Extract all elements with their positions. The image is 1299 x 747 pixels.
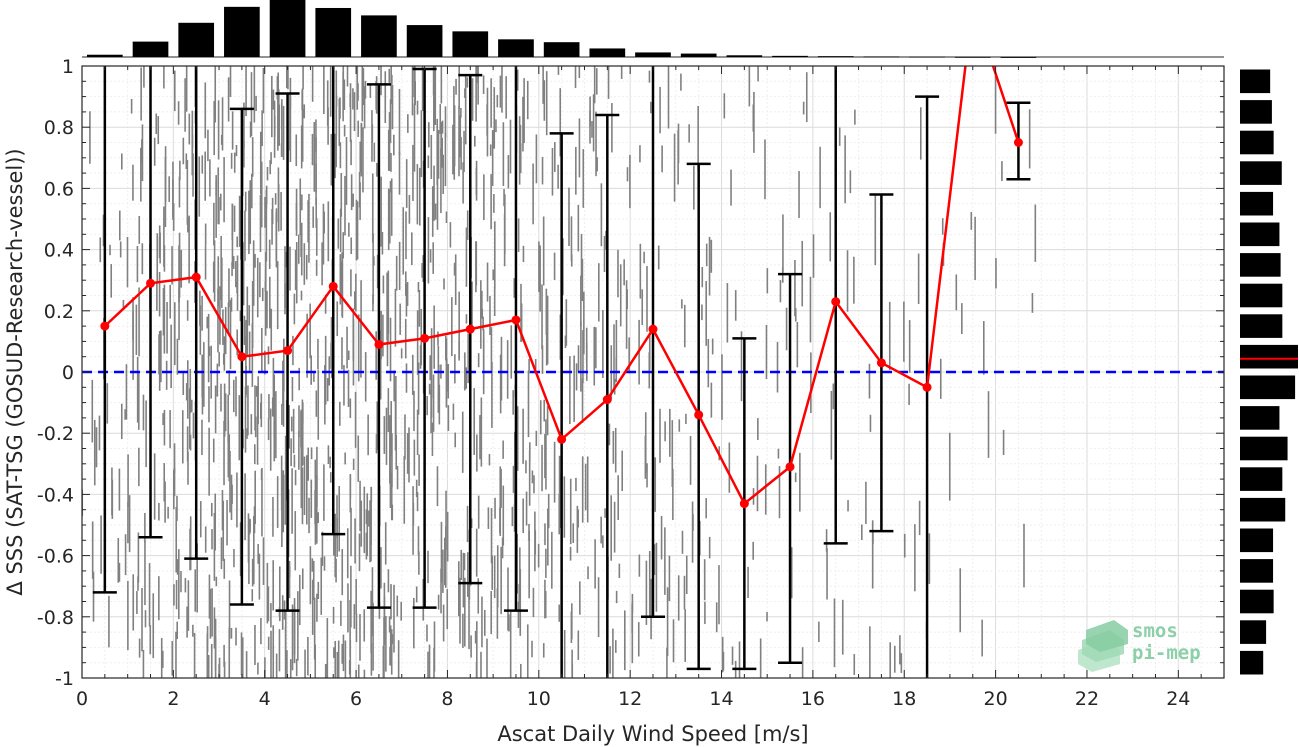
mean-point [328,281,338,291]
mean-point [100,321,110,331]
x-tick-label: 16 [801,688,825,710]
right-histogram-bar [1240,589,1274,614]
x-tick-labels: 0 2 4 6 8 10 12 14 16 18 20 22 24 [76,688,1190,710]
top-histogram [82,0,1224,58]
x-tick-label: 14 [709,688,733,710]
x-tick-label: 24 [1166,688,1190,710]
top-histogram-bar [178,22,215,57]
top-histogram-bar [498,39,534,57]
mean-point [420,333,430,343]
top-histogram-bar [772,55,808,57]
x-tick-label: 6 [350,688,362,710]
y-tick-labels: -1 -0.8 -0.6 -0.4 -0.2 0 0.2 0.4 0.6 0.8 1 [37,56,74,690]
x-tick-label: 8 [441,688,453,710]
mean-point [557,434,567,444]
y-tick-label: 0 [62,362,74,384]
top-histogram-bar [680,53,717,57]
top-histogram-bar [132,41,169,57]
right-histogram-bar [1240,191,1274,216]
right-histogram [1240,69,1298,675]
mean-point [283,346,293,356]
x-tick-label: 12 [618,688,642,710]
top-histogram-bar [863,56,900,58]
x-tick-label: 0 [76,688,88,710]
mean-point [694,410,704,420]
mean-point [237,352,247,362]
y-tick-label: 0.2 [44,301,74,323]
right-histogram-bar [1240,650,1264,675]
right-histogram-bar [1240,222,1280,247]
mean-point [831,297,841,307]
top-histogram-bar [361,15,397,58]
y-axis-title: Δ SSS (SAT-TSG (GOSUD-Research-vessel)) [3,148,27,595]
x-tick-label: 4 [259,688,271,710]
y-tick-label: -0.6 [37,546,74,568]
x-tick-label: 20 [984,688,1008,710]
top-histogram-bar [269,0,306,57]
logo-line2: pi-mep [1132,642,1201,664]
right-histogram-bar [1240,497,1286,522]
top-histogram-bar [954,56,991,58]
scatter-points [82,66,1037,678]
right-histogram-bar [1240,253,1281,277]
top-histogram-bar [315,7,352,58]
y-tick-label: 0.8 [44,117,74,139]
smos-pi-mep-logo: smos pi-mep [1078,620,1201,672]
top-histogram-bar [543,42,580,57]
x-tick-label: 18 [892,688,916,710]
right-histogram-bar [1240,559,1274,583]
mean-line [100,66,1023,509]
right-histogram-bar [1240,283,1283,308]
top-histogram-bar [1000,56,1037,58]
right-histogram-bar [1240,344,1298,369]
y-tick-label: -0.4 [37,484,74,506]
y-tick-label: 0.4 [44,240,74,262]
right-histogram-bar [1240,375,1296,400]
top-histogram-bar [224,6,260,57]
top-histogram-bar [817,56,854,58]
top-histogram-bar [589,48,626,57]
right-histogram-bar [1240,436,1288,461]
right-histogram-bar [1240,100,1272,124]
logo-line1: smos [1132,620,1178,642]
right-histogram-bar [1240,161,1282,185]
right-histogram-bar [1240,314,1283,338]
mean-point [1013,138,1023,147]
top-histogram-bar [726,55,763,57]
mean-point [602,395,612,405]
x-axis-title: Ascat Daily Wind Speed [m/s] [497,722,808,746]
y-tick-label: -1 [55,668,74,690]
top-histogram-bar [635,52,671,57]
y-tick-label: -0.2 [37,423,74,445]
y-tick-label: -0.8 [37,607,74,629]
mean-point [922,382,932,392]
x-tick-label: 10 [527,688,551,710]
mean-point [739,499,749,509]
y-tick-label: 0.6 [44,178,74,200]
error-bars [92,66,1031,678]
top-histogram-bar [909,56,945,58]
mean-point [374,339,384,349]
mean-point [511,315,521,325]
right-histogram-bar [1240,467,1283,491]
mean-point [191,272,201,282]
top-histogram-bar [406,25,443,57]
x-tick-label: 22 [1075,688,1099,710]
mean-point [146,278,156,288]
top-histogram-bar [452,31,489,57]
top-histogram-bar [87,54,123,57]
mean-point [648,324,658,334]
right-histogram-bar [1240,528,1274,553]
right-histogram-bar [1240,406,1280,430]
mean-point [465,324,475,334]
y-tick-label: 1 [62,56,74,78]
x-tick-label: 2 [167,688,179,710]
right-histogram-bar [1240,130,1274,155]
right-histogram-bar [1240,69,1271,94]
axis-ticks [81,65,1225,679]
mean-point [876,358,886,368]
mean-point [785,462,795,472]
right-histogram-bar [1240,620,1267,644]
